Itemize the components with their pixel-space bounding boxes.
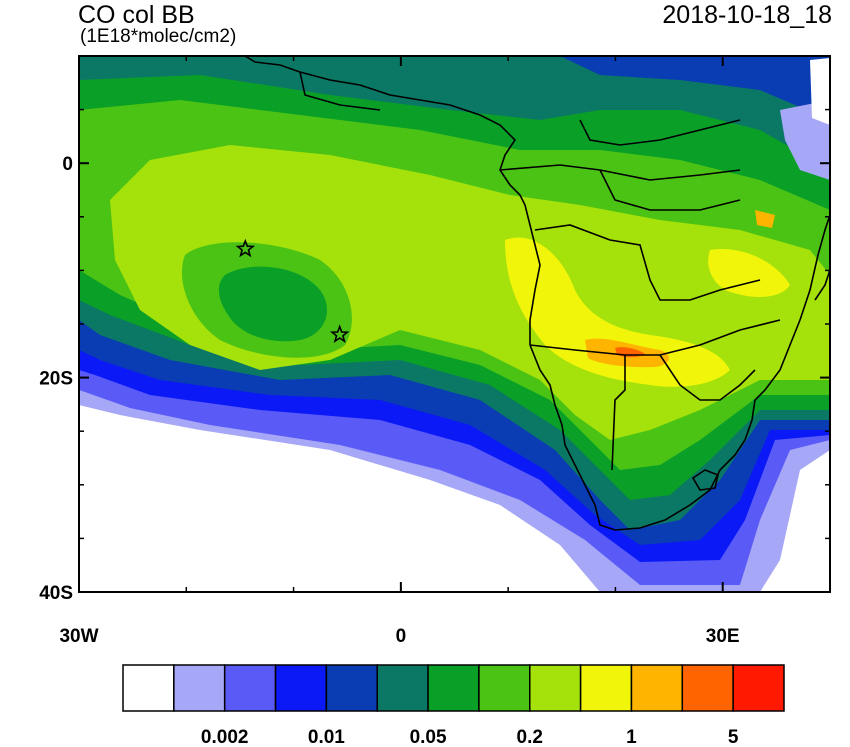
land-band-1b xyxy=(708,249,790,297)
border-8 xyxy=(599,169,741,211)
plume-core-0-1 xyxy=(218,266,328,342)
colorbar-swatch xyxy=(681,664,734,712)
colorbar-swatch xyxy=(274,664,328,712)
markers xyxy=(235,238,350,344)
colorbar-label: 0.05 xyxy=(410,727,447,747)
y-tick-label: 40S xyxy=(39,583,73,604)
colorbar-label: 0.01 xyxy=(308,727,345,747)
colorbar-labels: 0.002 0.01 0.05 0.2 1 5 xyxy=(201,727,739,747)
colorbar-swatch xyxy=(529,664,582,712)
colorbar-label: 5 xyxy=(728,727,739,747)
coastlines xyxy=(244,56,830,531)
y-tick-label: 0 xyxy=(62,154,73,175)
colorbar-swatch xyxy=(478,664,531,712)
y-tick-label: 20S xyxy=(39,369,73,390)
map-title: CO col BB xyxy=(78,1,195,29)
x-tick-label: 30E xyxy=(706,626,740,647)
colorbar-swatch xyxy=(630,664,684,712)
colorbar-swatch xyxy=(376,664,429,712)
border-6 xyxy=(579,119,741,146)
colorbar-label: 0.2 xyxy=(517,727,543,747)
colorbar xyxy=(122,664,785,712)
border-4 xyxy=(611,355,626,471)
colorbar-swatch xyxy=(579,664,633,712)
border-7 xyxy=(299,71,381,111)
ne-white-patch xyxy=(810,58,830,125)
africa-coastline xyxy=(244,56,830,531)
madagascar xyxy=(814,269,830,301)
colorbar-swatch xyxy=(325,664,378,712)
colorbar-swatch xyxy=(732,664,785,712)
land-band-2b xyxy=(755,210,775,228)
colorbar-swatch xyxy=(223,664,277,712)
border-5 xyxy=(659,354,756,401)
x-tick-label: 30W xyxy=(59,626,98,647)
x-axis: 30W 0 30E xyxy=(59,56,831,647)
colorbar-swatch xyxy=(122,664,175,712)
star-1-icon xyxy=(235,238,256,258)
star-2-icon xyxy=(329,324,350,344)
land-band-1 xyxy=(505,237,730,387)
border-2 xyxy=(534,224,761,301)
lesotho xyxy=(691,469,719,491)
colorbar-label: 1 xyxy=(626,727,637,747)
border-1 xyxy=(499,164,741,181)
co-field xyxy=(79,56,830,592)
y-axis: 0 20S 40S xyxy=(39,55,830,604)
colorbar-label: 0.002 xyxy=(201,727,249,747)
colorbar-swatch xyxy=(173,664,226,712)
colorbar-swatch xyxy=(427,664,480,712)
x-tick-label: 0 xyxy=(396,626,407,647)
map-units: (1E18*molec/cm2) xyxy=(80,26,237,47)
map-datetime: 2018-10-18_18 xyxy=(662,1,832,29)
